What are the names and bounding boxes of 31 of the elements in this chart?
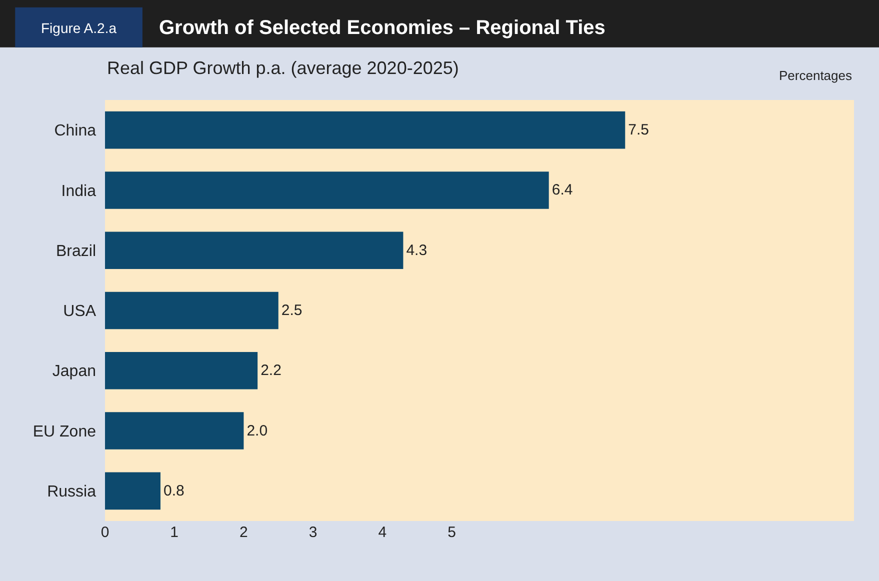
x-tick-label: 5 bbox=[448, 524, 456, 541]
text: Figure A.2.a bbox=[41, 20, 117, 36]
bar bbox=[105, 472, 160, 510]
y-tick-label: Japan bbox=[52, 363, 96, 380]
bar bbox=[105, 412, 244, 450]
x-tick-label: 1 bbox=[170, 524, 179, 541]
bar bbox=[105, 172, 549, 209]
y-tick-label: EU Zone bbox=[32, 423, 96, 440]
y-tick-label: Brazil bbox=[56, 242, 96, 260]
x-tick-label: 0 bbox=[100, 524, 110, 541]
data-label: 0.8 bbox=[163, 482, 184, 500]
x-tick-label: 4 bbox=[378, 524, 387, 541]
data-label: 6.4 bbox=[552, 182, 573, 199]
y-tick-label: India bbox=[61, 182, 96, 200]
data-label: 4.3 bbox=[406, 242, 428, 259]
text: Percentages bbox=[779, 68, 852, 83]
data-label: 2.2 bbox=[260, 362, 282, 380]
chart-subtitle: Real GDP Growth p.a. (average 2020-2025) bbox=[107, 58, 459, 78]
data-label: 2.5 bbox=[281, 302, 302, 319]
y-tick-label: USA bbox=[63, 303, 96, 320]
bar bbox=[105, 352, 258, 390]
x-tick-label: 3 bbox=[308, 524, 318, 541]
data-label: 2.0 bbox=[246, 422, 268, 440]
chart-title: Growth of Selected Economies – Regional Ties bbox=[159, 17, 606, 39]
bar bbox=[105, 292, 278, 330]
y-tick-label: Russia bbox=[47, 484, 96, 501]
x-tick-label: 2 bbox=[240, 524, 248, 541]
bar bbox=[105, 111, 626, 149]
bar bbox=[105, 232, 404, 269]
data-label: 7.5 bbox=[628, 122, 649, 139]
y-tick-label: China bbox=[54, 122, 96, 140]
